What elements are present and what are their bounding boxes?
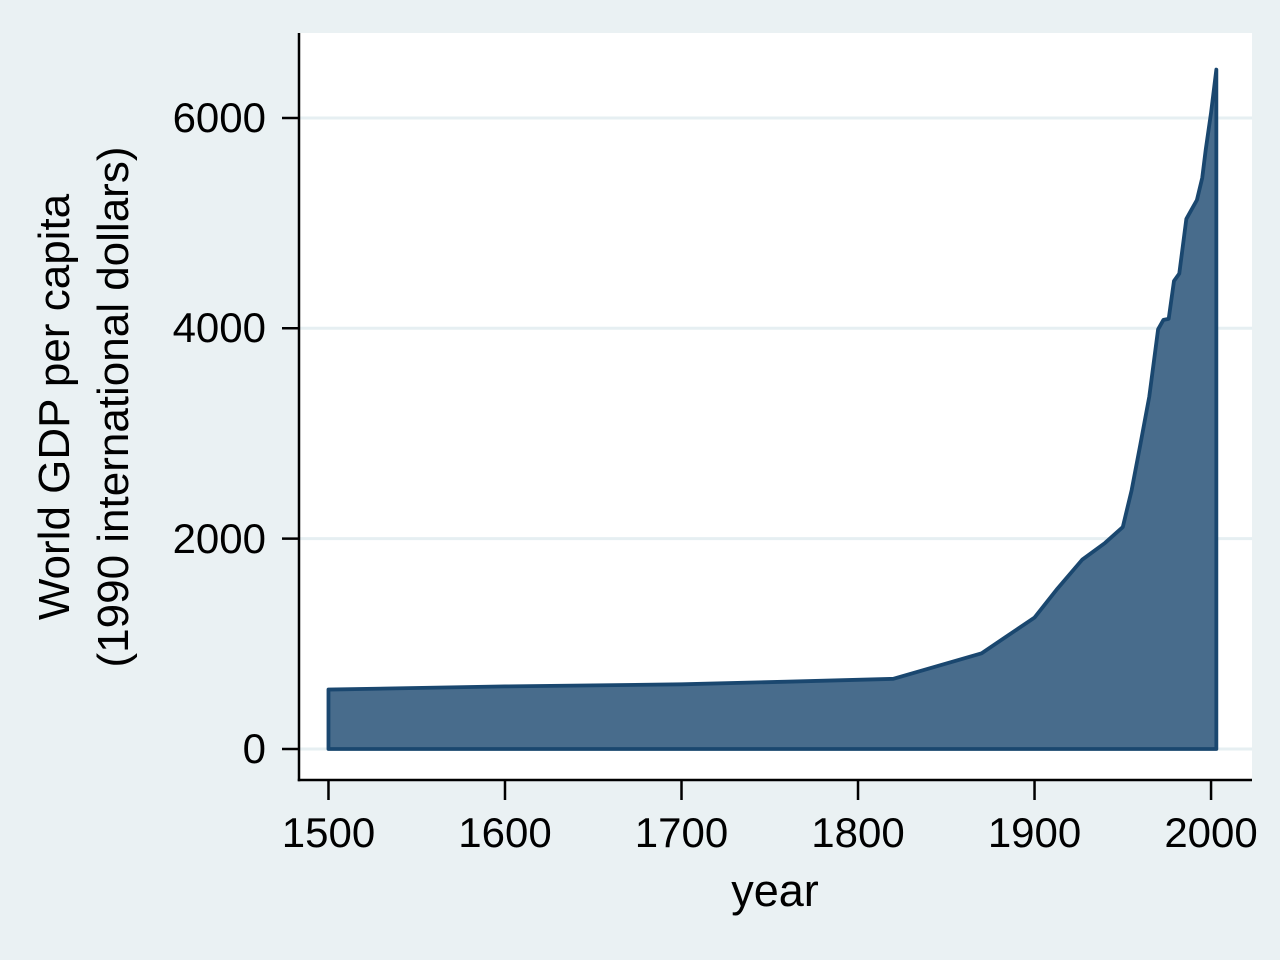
area-series-world-gdp bbox=[326, 67, 1219, 751]
